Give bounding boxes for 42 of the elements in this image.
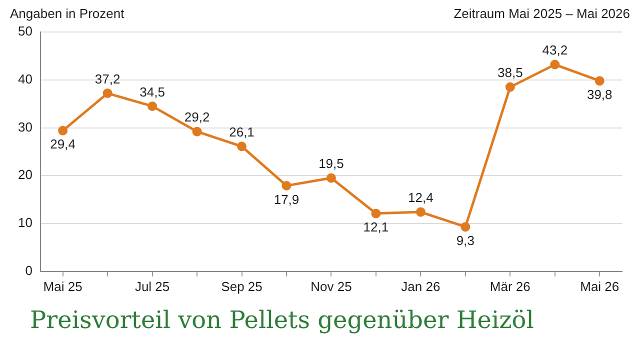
point (237, 142, 247, 152)
point (371, 208, 381, 218)
point (326, 173, 336, 183)
point (460, 222, 470, 232)
x-tick-label: Mär 26 (490, 278, 530, 294)
point (282, 180, 292, 190)
text: Preisvorteil von Pellets gegenüber Heizöl (30, 306, 535, 334)
y-tick-label: 30 (18, 119, 32, 134)
data-label: 38,5 (498, 65, 523, 80)
point (148, 101, 158, 111)
data-label: 12,4 (408, 190, 434, 206)
point (594, 76, 604, 86)
point (58, 126, 68, 136)
data-label: 17,9 (274, 192, 300, 207)
x-tick-label: Jan 26 (401, 278, 440, 294)
y-axis-title: Angaben in Prozent (10, 6, 125, 22)
data-label: 19,5 (318, 156, 344, 172)
point (416, 207, 426, 217)
point (550, 60, 560, 70)
data-label: 37,2 (94, 71, 120, 86)
y-tick-label: 50 (18, 24, 32, 39)
point (102, 88, 112, 98)
y-tick-label: 10 (18, 215, 32, 230)
data-label: 9,3 (456, 232, 474, 248)
x-tick-label: Nov 25 (310, 278, 352, 294)
x-tick-label: Mai 26 (580, 278, 620, 294)
data-label: 39,8 (586, 86, 612, 102)
y-tick-label: 20 (18, 167, 32, 182)
y-tick-label: 0 (25, 262, 32, 278)
data-label: 29,4 (50, 136, 76, 152)
chart-subtitle: Zeitraum Mai 2025 – Mai 2026 (454, 6, 630, 22)
x-tick-label: Jul 25 (134, 278, 170, 294)
data-label: 34,5 (140, 84, 165, 100)
data-label: 29,2 (184, 110, 210, 125)
data-label: 26,1 (229, 124, 254, 140)
point (192, 126, 202, 136)
x-tick-label: Mai 25 (43, 278, 82, 294)
y-tick-label: 40 (18, 71, 32, 86)
x-tick-label: Sep 25 (221, 278, 262, 294)
point (505, 82, 515, 92)
data-label: 12,1 (363, 220, 389, 235)
data-label: 43,2 (542, 42, 568, 58)
